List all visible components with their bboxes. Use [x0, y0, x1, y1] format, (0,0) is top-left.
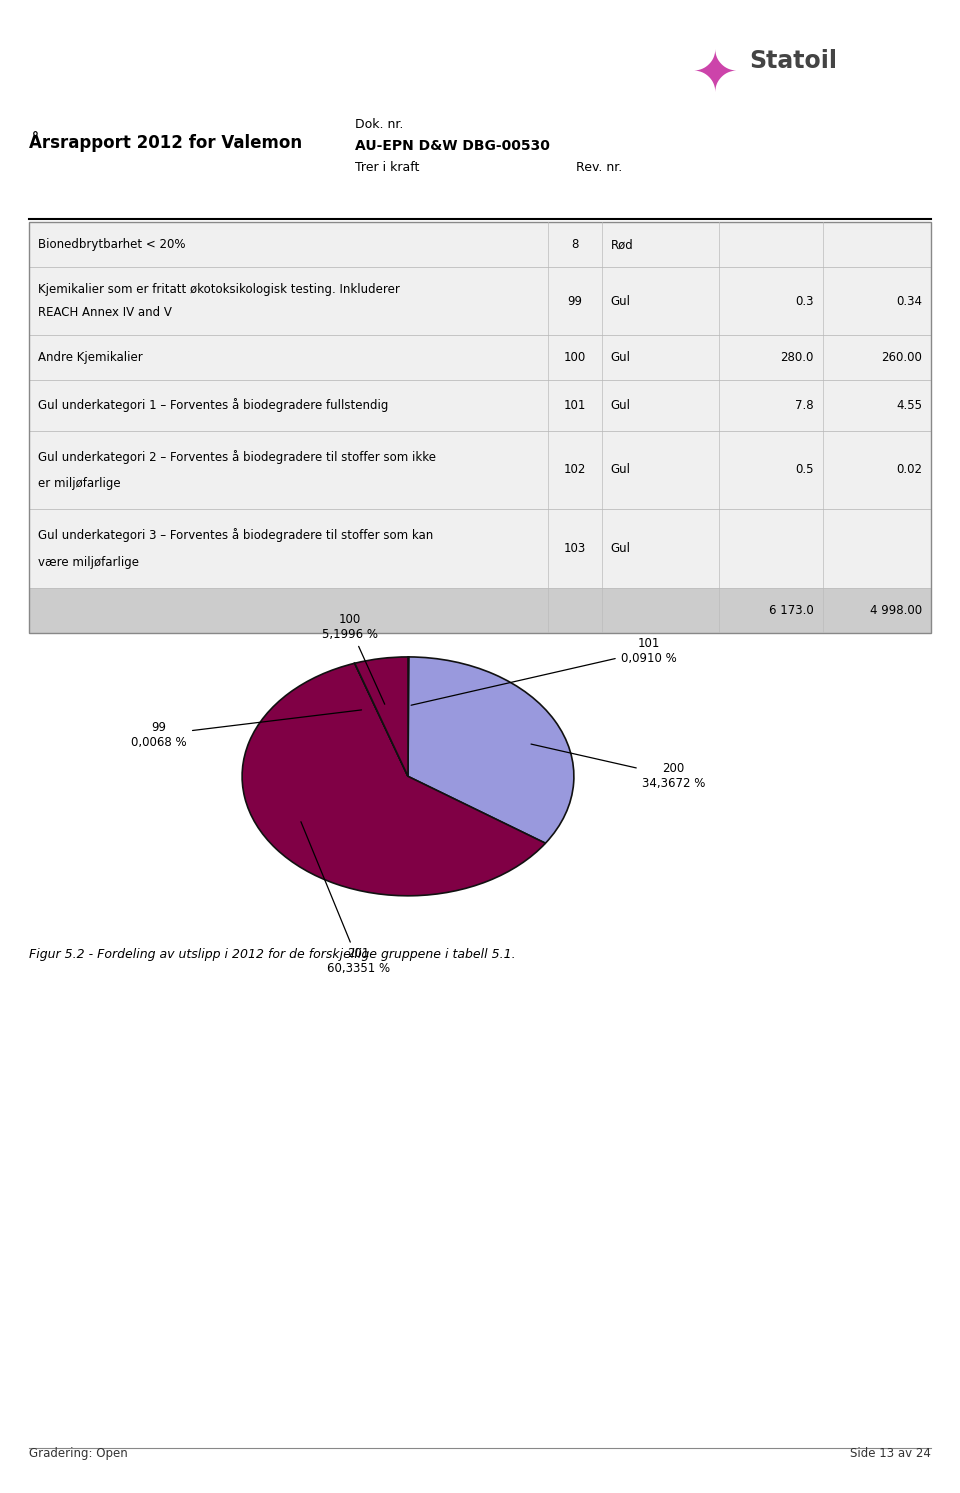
Bar — [29, 222, 931, 267]
Text: ✦: ✦ — [691, 49, 737, 103]
Text: 100: 100 — [564, 351, 586, 364]
Text: 8: 8 — [571, 239, 579, 251]
Text: 201
60,3351 %: 201 60,3351 % — [300, 821, 390, 975]
Bar — [29, 334, 931, 379]
Text: Gul underkategori 1 – Forventes å biodegradere fullstendig: Gul underkategori 1 – Forventes å biodeg… — [37, 399, 388, 412]
Text: Gul underkategori 3 – Forventes å biodegradere til stoffer som kan: Gul underkategori 3 – Forventes å biodeg… — [37, 529, 433, 542]
Text: Årsrapport 2012 for Valemon: Årsrapport 2012 for Valemon — [29, 131, 302, 152]
Text: 102: 102 — [564, 463, 586, 476]
Text: Gul: Gul — [611, 351, 631, 364]
Text: Gul: Gul — [611, 294, 631, 308]
Bar — [29, 430, 931, 509]
Text: Side 13 av 24: Side 13 av 24 — [851, 1447, 931, 1460]
Text: er miljøfarlige: er miljøfarlige — [37, 476, 120, 490]
Text: Kjemikalier som er fritatt økotoksikologisk testing. Inkluderer: Kjemikalier som er fritatt økotoksikolog… — [37, 284, 399, 296]
Text: 100
5,1996 %: 100 5,1996 % — [322, 614, 385, 705]
Wedge shape — [408, 657, 574, 844]
Text: 4 998.00: 4 998.00 — [870, 605, 923, 617]
Bar — [29, 379, 931, 430]
Text: Gul: Gul — [611, 463, 631, 476]
Text: 7.8: 7.8 — [795, 399, 814, 412]
Text: Statoil: Statoil — [749, 49, 837, 73]
Text: være miljøfarlige: være miljøfarlige — [37, 555, 139, 569]
Text: 200
34,3672 %: 200 34,3672 % — [531, 744, 705, 790]
Text: Gul: Gul — [611, 399, 631, 412]
Text: 99: 99 — [567, 294, 583, 308]
Wedge shape — [355, 657, 408, 776]
Text: Gul underkategori 2 – Forventes å biodegradere til stoffer som ikke: Gul underkategori 2 – Forventes å biodeg… — [37, 449, 436, 463]
Text: REACH Annex IV and V: REACH Annex IV and V — [37, 306, 172, 320]
Text: 6 173.0: 6 173.0 — [769, 605, 814, 617]
Text: Bionedbrytbarhet < 20%: Bionedbrytbarhet < 20% — [37, 239, 185, 251]
Text: Figur 5.2 - Fordeling av utslipp i 2012 for de forskjellige gruppene i tabell 5.: Figur 5.2 - Fordeling av utslipp i 2012 … — [29, 948, 516, 961]
Bar — [29, 588, 931, 633]
Text: 101: 101 — [564, 399, 586, 412]
Text: 99
0,0068 %: 99 0,0068 % — [132, 709, 362, 748]
Text: Dok. nr.: Dok. nr. — [355, 118, 403, 131]
Wedge shape — [242, 663, 545, 896]
Text: 280.0: 280.0 — [780, 351, 814, 364]
Text: 0.34: 0.34 — [897, 294, 923, 308]
Text: 103: 103 — [564, 542, 586, 555]
Bar — [29, 509, 931, 588]
Text: Andre Kjemikalier: Andre Kjemikalier — [37, 351, 143, 364]
Text: Rev. nr.: Rev. nr. — [576, 161, 622, 175]
Bar — [29, 267, 931, 334]
Text: Trer i kraft: Trer i kraft — [355, 161, 420, 175]
Text: Rød: Rød — [611, 239, 634, 251]
Wedge shape — [354, 663, 408, 776]
Text: 0.3: 0.3 — [796, 294, 814, 308]
Text: 4.55: 4.55 — [897, 399, 923, 412]
Text: 101
0,0910 %: 101 0,0910 % — [411, 638, 677, 705]
Text: Gul: Gul — [611, 542, 631, 555]
Text: Gradering: Open: Gradering: Open — [29, 1447, 128, 1460]
Text: 0.02: 0.02 — [897, 463, 923, 476]
Text: AU-EPN D&W DBG-00530: AU-EPN D&W DBG-00530 — [355, 139, 550, 152]
Text: 260.00: 260.00 — [881, 351, 923, 364]
Text: 0.5: 0.5 — [796, 463, 814, 476]
